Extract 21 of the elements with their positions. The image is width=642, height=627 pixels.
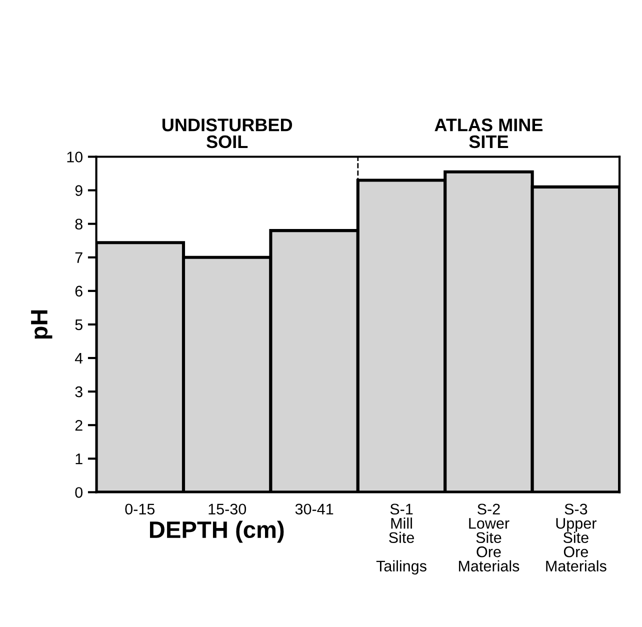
y-tick-label: 5: [75, 320, 82, 330]
y-tick-label: 9: [75, 185, 82, 196]
y-tick-label: 0: [75, 487, 83, 498]
x-tick-label: S-3 Upper Site Ore Materials: [546, 504, 606, 572]
x-tick-label: 15-30: [208, 504, 246, 515]
x-tick-label: 30-41: [295, 504, 334, 515]
y-tick-label: 10: [67, 152, 83, 162]
x-tick-label: 0-15: [125, 504, 155, 515]
y-tick-label: 1: [76, 454, 82, 464]
y-tick-label: 8: [75, 218, 82, 230]
y-axis-title: pH: [31, 310, 52, 339]
y-tick-label: 3: [75, 386, 82, 398]
y-tick-label: 7: [75, 252, 82, 263]
y-tick-label: 2: [75, 420, 82, 431]
y-tick-label: 4: [74, 353, 83, 364]
text: UNDISTURBED SOIL: [162, 118, 292, 148]
y-tick-label: 6: [75, 286, 82, 297]
x-axis-title: DEPTH (cm): [150, 520, 284, 543]
text: ATLAS MINE SITE: [434, 118, 543, 148]
x-tick-label: S-1 Mill Site Tailings: [376, 504, 426, 575]
x-tick-label: S-2 Lower Site Ore Materials: [458, 504, 520, 572]
